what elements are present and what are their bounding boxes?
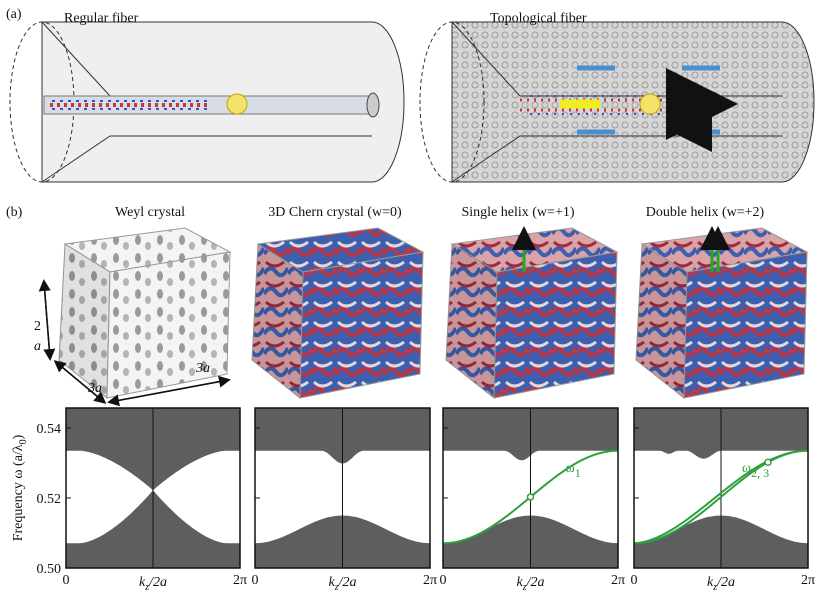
shape — [640, 94, 660, 114]
mode-symbol: ω — [566, 461, 575, 476]
crossing-marker — [528, 494, 534, 500]
y-tick-label: 0.50 — [37, 562, 62, 577]
x-label-rest: /2a — [526, 575, 545, 590]
crystal-face — [494, 252, 617, 398]
crystal — [252, 228, 423, 398]
x-tick-label: 0 — [63, 573, 70, 588]
y-tick-label: 0.52 — [37, 492, 62, 507]
crystals — [59, 228, 807, 398]
crystal-title: Single helix (w=+1) — [462, 205, 575, 220]
fiber-title: Regular fiber — [64, 11, 139, 26]
dimension-label: 3a — [195, 361, 210, 376]
shape — [367, 93, 379, 117]
band-plot: 0 2π kz/2a — [252, 408, 438, 593]
mode-subscript: 2, 3 — [751, 466, 769, 480]
regular-fiber — [10, 22, 404, 182]
x-axis-label: kz/2a — [328, 575, 356, 593]
crystal-title: Weyl crystal — [115, 205, 185, 220]
x-label-rest: /2a — [148, 575, 167, 590]
x-tick-label: 2π — [233, 573, 247, 588]
x-tick-label: 0 — [631, 573, 638, 588]
x-label-rest: /2a — [716, 575, 735, 590]
mode-subscript: 1 — [575, 466, 581, 480]
shape — [227, 94, 247, 114]
crystal-face — [107, 252, 230, 398]
mode-symbol: ω — [742, 461, 751, 476]
dimension-label: 3a — [87, 381, 102, 396]
y-label-close: ) — [11, 434, 26, 439]
panel-label: (a) — [6, 7, 22, 22]
band-plot: 0 2π kz/2a 0.50 0.52 0.54 — [37, 408, 248, 593]
x-axis-label: kz/2a — [707, 575, 735, 593]
crystal — [636, 228, 807, 398]
topological-fiber — [420, 22, 814, 182]
x-tick-label: 2π — [801, 573, 815, 588]
y-axis-label: Frequency ω (a/λ0) — [11, 434, 29, 541]
shape — [44, 282, 50, 358]
crystal-face — [684, 252, 807, 398]
dimension-label: a — [34, 339, 41, 354]
x-tick-label: 2π — [611, 573, 625, 588]
x-label-rest: /2a — [338, 575, 357, 590]
band-plot: ω2, 3 0 2π kz/2a — [631, 408, 816, 593]
y-tick-label: 0.54 — [37, 422, 62, 437]
figure: (a) Regular fiber Topological fiber (b) … — [0, 0, 816, 600]
crossing-marker — [765, 459, 771, 465]
crystal — [446, 228, 617, 398]
x-axis-label: kz/2a — [516, 575, 544, 593]
crystal-title: 3D Chern crystal (w=0) — [268, 205, 402, 220]
crystal-face — [300, 252, 423, 398]
crystal-title: Double helix (w=+2) — [646, 205, 765, 220]
fiber-title: Topological fiber — [490, 11, 587, 26]
x-tick-label: 0 — [252, 573, 259, 588]
x-axis-label: kz/2a — [139, 575, 167, 593]
dimension-label: 2 — [34, 319, 41, 334]
panel-label: (b) — [6, 205, 23, 220]
y-label-text: Frequency ω (a/λ — [11, 444, 26, 541]
x-tick-label: 2π — [423, 573, 437, 588]
shape — [452, 22, 814, 182]
x-tick-label: 0 — [440, 573, 447, 588]
band-plot: ω1 0 2π kz/2a — [440, 408, 626, 593]
